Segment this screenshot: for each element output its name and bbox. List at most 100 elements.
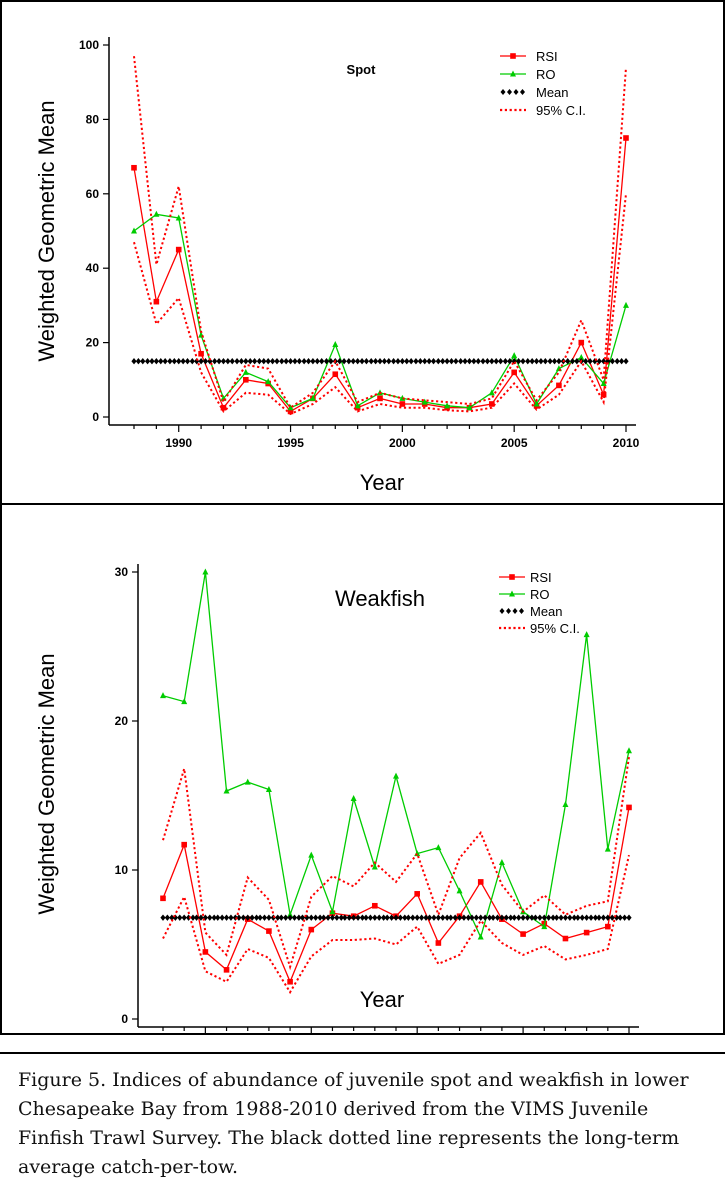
spot-mean-point [623,358,629,365]
spot-mean-point [426,358,432,365]
weakfish-legend-ro-marker [509,590,515,597]
spot-rsi-point [623,135,629,141]
spot-legend-mean-swatch [520,89,525,95]
spot-mean-point [525,358,531,365]
weakfish-legend-ci: 95% C.I. [530,621,580,636]
spot-mean-point [184,358,191,365]
spot-chart-title: Spot [347,62,377,77]
spot-mean-point [466,358,473,365]
weakfish-ro-point [329,908,336,915]
spot-mean-point [274,358,280,365]
weakfish-legend-mean-swatch [519,608,524,614]
spot-mean-point [430,358,437,365]
weakfish-mean-point [626,914,632,921]
weakfish-legend-mean-swatch [506,608,511,614]
spot-legend-mean: Mean [536,85,569,100]
spot-mean-point [565,358,571,365]
spot-rsi-point [332,371,339,378]
weakfish-rsi-point [435,940,442,946]
spot-rsi-point [243,377,249,383]
spot-mean-point [269,358,276,365]
weakfish-mean-point [418,914,425,921]
weakfish-ro-point [604,845,611,852]
weakfish-mean-point [346,914,352,921]
weakfish-ro-point [244,778,251,785]
spot-mean-point [404,358,410,365]
spot-rsi-point [153,298,160,305]
spot-mean-point [363,358,370,365]
weakfish-legend-mean: Mean [530,604,563,619]
spot-y-tick-label: 40 [86,261,100,275]
spot-mean-point [471,358,477,365]
weakfish-rsi-point [372,902,378,909]
spot-mean-point [435,358,441,365]
weakfish-mean-point [397,914,403,921]
spot-mean-point [292,358,298,365]
spot-x-tick-label: 1990 [165,436,192,450]
spot-y-axis-label: Weighted Geometric Mean [34,100,59,361]
weakfish-rsi-point [477,879,484,885]
spot-x-axis-label: Year [360,470,404,495]
spot-mean-point [417,358,423,365]
spot-mean-point [328,358,334,365]
spot-mean-point [252,358,258,365]
spot-y-tick-label: 0 [92,410,99,424]
weakfish-rsi-point [605,923,611,930]
spot-rsi-point [175,246,182,253]
spot-mean-point [234,358,240,365]
weakfish-ro-point [181,698,188,705]
weakfish-ro-point [223,787,230,794]
weakfish-mean-point [266,914,272,921]
spot-mean-point [180,358,186,365]
spot-mean-point [368,358,374,365]
weakfish-rsi-point [414,891,420,897]
spot-mean-point [381,358,387,365]
spot-ro-point [332,340,339,347]
weakfish-y-tick-label: 0 [121,1012,128,1026]
weakfish-ro-point [435,844,442,851]
spot-x-tick-label: 2000 [389,436,416,450]
spot-chart-panel: Spot Weighted Geometric Mean Year RSI RO… [0,0,725,505]
spot-rsi-point [131,164,137,171]
spot-mean-point [176,358,182,365]
spot-mean-point [198,358,204,365]
weakfish-ro-point [393,772,399,779]
weakfish-y-tick-label: 20 [115,714,129,728]
weakfish-legend-rsi: RSI [530,570,552,585]
spot-rsi-point [377,395,383,402]
spot-mean-point [574,358,580,365]
spot-mean-point [587,358,593,365]
spot-ro-point [533,400,540,407]
weakfish-ro-point [583,631,590,638]
weakfish-ro-point [626,747,632,754]
spot-legend-rsi: RSI [536,49,558,64]
spot-mean-point [247,358,253,365]
spot-mean-point [350,358,356,365]
spot-mean-point [373,358,379,365]
weakfish-ci-line [162,854,630,995]
spot-legend-ro-marker [510,70,516,77]
spot-ro-line [133,213,627,409]
weakfish-rsi-point [223,967,230,973]
spot-x-tick-label: 1995 [277,436,304,450]
weakfish-rsi-point [287,978,293,985]
spot-mean-point [547,358,553,365]
spot-mean-point [498,358,504,365]
spot-rsi-point [600,391,607,398]
spot-rsi-point [556,382,562,389]
spot-ci-line [133,56,627,410]
weakfish-ci-line [162,756,630,971]
spot-ro-point [309,394,316,401]
spot-mean-point [395,358,401,365]
spot-ci-line [133,193,627,416]
spot-ro-point [444,402,451,409]
spot-mean-point [256,358,262,365]
spot-mean-point [475,358,481,365]
spot-mean-point [453,358,459,365]
spot-mean-point [444,358,450,365]
spot-legend-ci: 95% C.I. [536,103,586,118]
spot-mean-point [310,358,316,365]
weakfish-rsi-point [202,949,209,955]
spot-mean-point [135,358,141,365]
weakfish-ro-point [477,933,484,940]
